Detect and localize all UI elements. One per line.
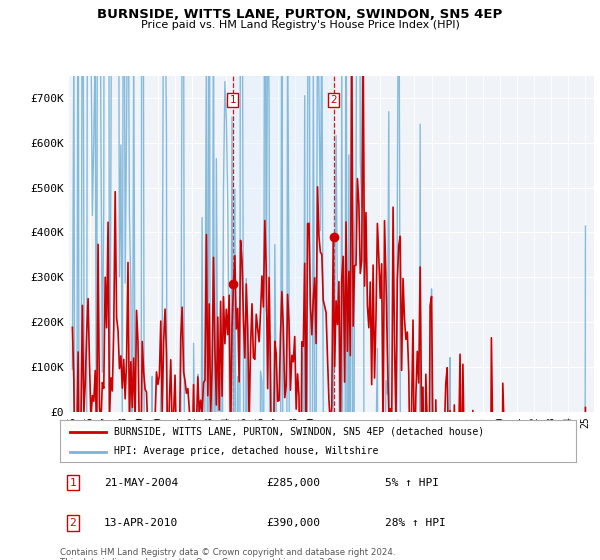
Text: £285,000: £285,000 [266,478,320,488]
Text: £390,000: £390,000 [266,518,320,528]
Text: 1: 1 [230,95,236,105]
Text: 28% ↑ HPI: 28% ↑ HPI [385,518,446,528]
Text: Price paid vs. HM Land Registry's House Price Index (HPI): Price paid vs. HM Land Registry's House … [140,20,460,30]
Text: 2: 2 [70,518,76,528]
Text: 2: 2 [331,95,337,105]
Text: 21-MAY-2004: 21-MAY-2004 [104,478,178,488]
Text: 5% ↑ HPI: 5% ↑ HPI [385,478,439,488]
Text: BURNSIDE, WITTS LANE, PURTON, SWINDON, SN5 4EP: BURNSIDE, WITTS LANE, PURTON, SWINDON, S… [97,8,503,21]
Text: 13-APR-2010: 13-APR-2010 [104,518,178,528]
Text: HPI: Average price, detached house, Wiltshire: HPI: Average price, detached house, Wilt… [114,446,379,456]
Text: Contains HM Land Registry data © Crown copyright and database right 2024.
This d: Contains HM Land Registry data © Crown c… [60,548,395,560]
Text: 1: 1 [70,478,76,488]
Text: BURNSIDE, WITTS LANE, PURTON, SWINDON, SN5 4EP (detached house): BURNSIDE, WITTS LANE, PURTON, SWINDON, S… [114,427,484,437]
Bar [233,76,334,412]
